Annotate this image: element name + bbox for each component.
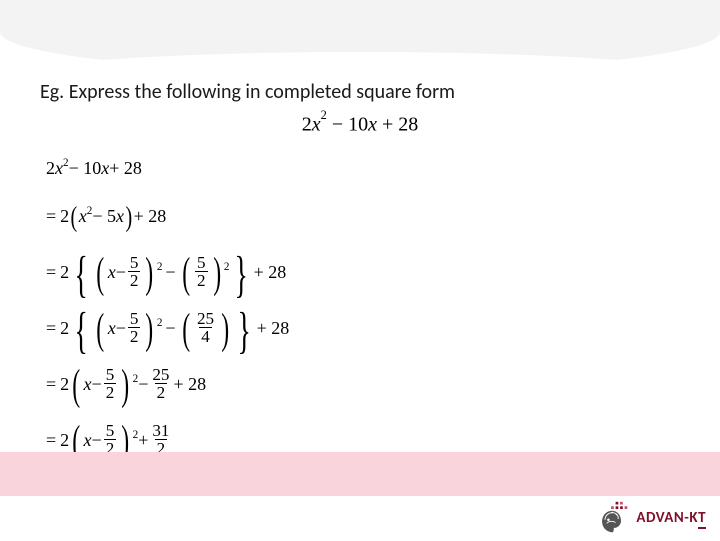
problem-expression: 2x2 − 10x + 28 xyxy=(40,112,680,137)
slide-content: Eg. Express the following in completed s… xyxy=(40,80,680,471)
equals: = xyxy=(46,207,56,225)
brand-logo-icon xyxy=(594,500,630,536)
frac-num: 5 xyxy=(195,254,208,271)
solution-line-3: = 2{ (x − 52 )2 − ( 52 )2 } + 28 xyxy=(46,247,680,297)
frac-den: 2 xyxy=(128,271,141,289)
worked-solution: 2x2 − 10x + 28 = 2(x2 − 5x) + 28 = 2{ (x… xyxy=(40,151,680,465)
solution-line-1: 2x2 − 10x + 28 xyxy=(46,151,680,185)
accent-band xyxy=(0,452,720,496)
brand-logo-text: ADVAN-KT xyxy=(636,509,706,527)
frac-num: 5 xyxy=(128,254,141,271)
frac-den: 2 xyxy=(195,271,208,289)
solution-line-4: = 2{ (x − 52 )2 − ( 254 ) } + 28 xyxy=(46,303,680,353)
footer: ADVAN-KT xyxy=(0,496,720,540)
solution-line-2: = 2(x2 − 5x) + 28 xyxy=(46,191,680,241)
brand-logo: ADVAN-KT xyxy=(594,500,706,536)
solution-line-5: = 2(x − 52 )2 − 252 + 28 xyxy=(46,359,680,409)
prompt-text: Eg. Express the following in completed s… xyxy=(40,80,680,104)
